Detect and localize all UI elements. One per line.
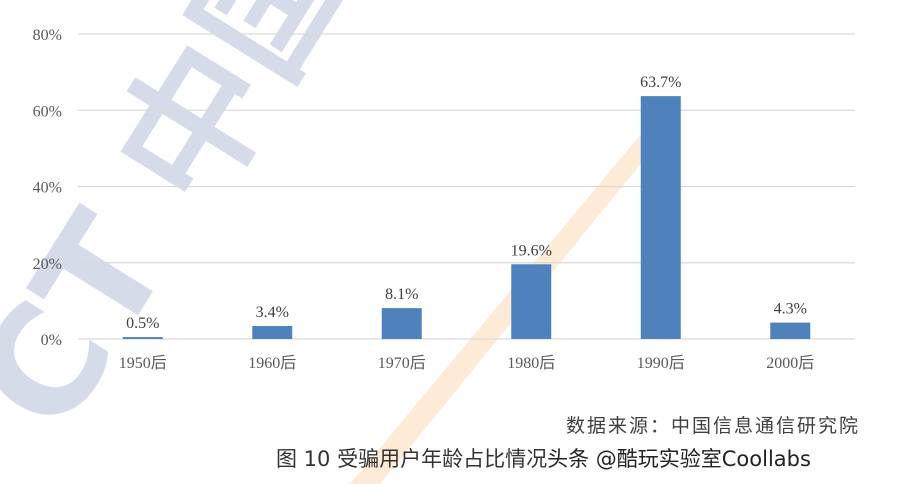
data-source: 数据来源：中国信息通信研究院	[566, 415, 861, 437]
data-label: 19.6%	[511, 242, 552, 259]
y-tick-label: 40%	[33, 180, 62, 197]
data-label: 3.4%	[256, 304, 289, 321]
y-tick-label: 20%	[33, 256, 62, 273]
bar	[252, 326, 293, 339]
bar	[511, 264, 552, 339]
bar	[640, 96, 681, 339]
x-tick-label: 1970后	[378, 354, 426, 372]
x-tick-label: 1950后	[119, 354, 167, 372]
bar	[381, 308, 422, 339]
data-label: 0.5%	[126, 315, 159, 332]
y-tick-label: 80%	[33, 27, 62, 44]
bar	[122, 337, 163, 339]
figure-caption: 图 10 受骗用户年龄占比情况头条 @酷玩实验室Coollabs	[276, 447, 811, 472]
x-tick-label: 2000后	[766, 354, 814, 372]
data-label: 63.7%	[640, 74, 681, 91]
y-tick-label: 0%	[41, 332, 62, 349]
x-tick-label: 1960后	[248, 354, 296, 372]
caption-text: 图 10 受骗用户年龄占比情况	[276, 447, 548, 471]
x-tick-label: 1980后	[507, 354, 555, 372]
bar	[770, 322, 811, 339]
data-label: 8.1%	[385, 286, 418, 303]
attribution: 头条 @酷玩实验室Coollabs	[547, 447, 811, 471]
data-label: 4.3%	[774, 301, 807, 318]
x-tick-label: 1990后	[637, 354, 685, 372]
y-tick-label: 60%	[33, 103, 62, 120]
